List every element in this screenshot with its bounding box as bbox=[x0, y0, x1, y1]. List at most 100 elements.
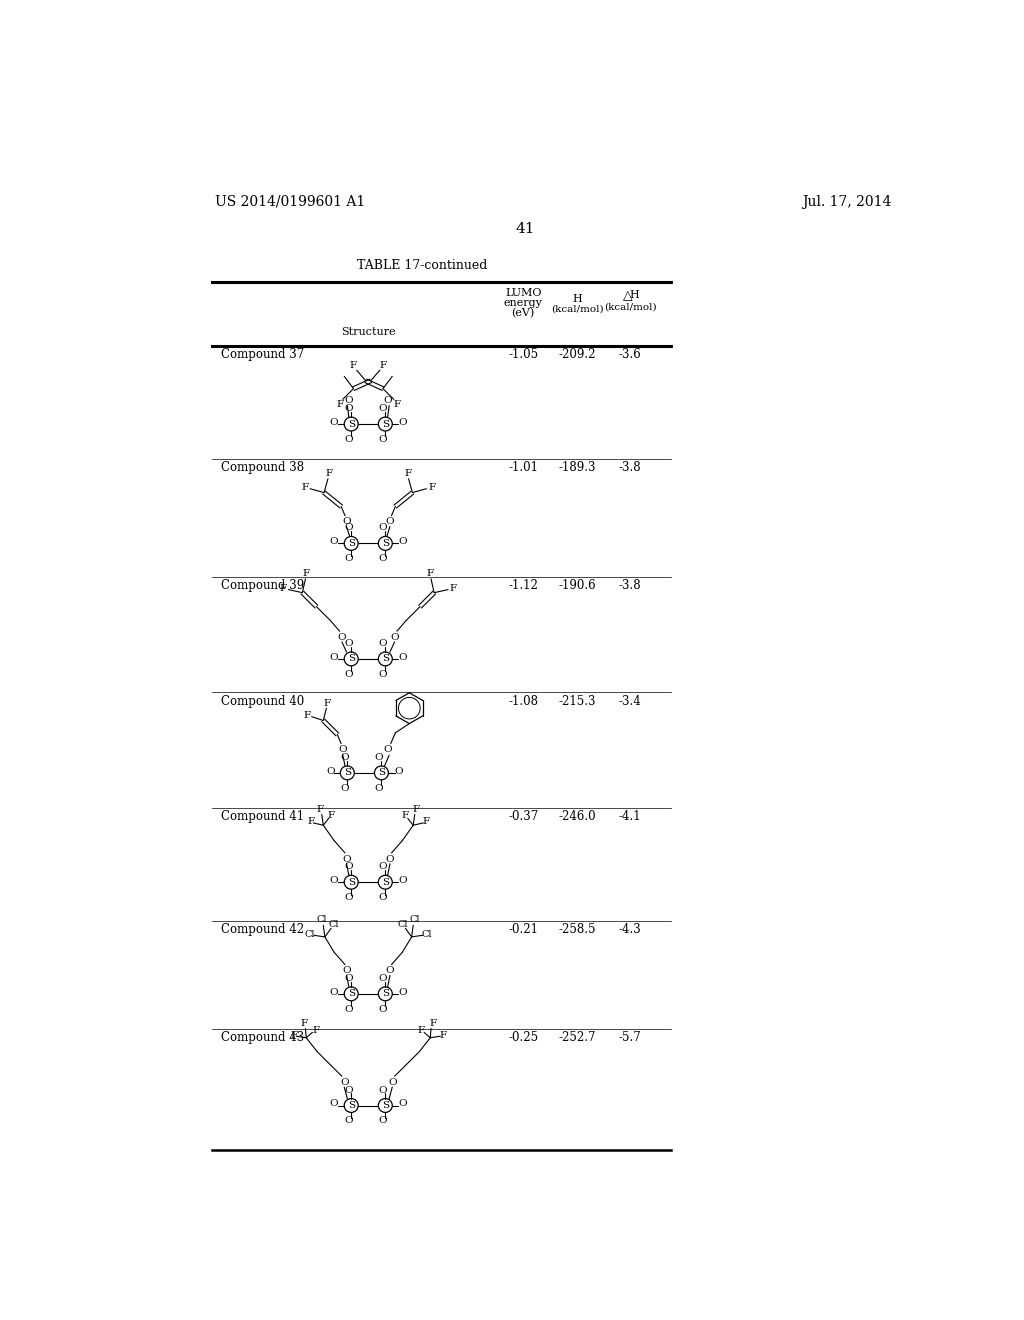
Text: -190.6: -190.6 bbox=[559, 579, 596, 593]
Text: O: O bbox=[342, 854, 351, 863]
Text: F: F bbox=[439, 1031, 446, 1040]
Text: F: F bbox=[301, 483, 308, 492]
Text: O: O bbox=[344, 396, 353, 405]
Text: O: O bbox=[344, 862, 353, 871]
Text: Cl: Cl bbox=[422, 931, 432, 939]
Text: Jul. 17, 2014: Jul. 17, 2014 bbox=[802, 194, 892, 209]
Text: -4.1: -4.1 bbox=[618, 810, 641, 824]
Text: O: O bbox=[398, 1100, 407, 1109]
Text: O: O bbox=[344, 974, 353, 983]
Text: O: O bbox=[341, 784, 349, 793]
Text: LUMO: LUMO bbox=[505, 288, 542, 298]
Text: O: O bbox=[330, 876, 339, 886]
Text: S: S bbox=[382, 1101, 389, 1110]
Text: Compound 41: Compound 41 bbox=[221, 810, 304, 824]
Text: O: O bbox=[330, 987, 339, 997]
Text: F: F bbox=[280, 585, 287, 593]
Text: Compound 40: Compound 40 bbox=[221, 694, 304, 708]
Text: -3.8: -3.8 bbox=[618, 579, 641, 593]
Text: F: F bbox=[336, 400, 343, 408]
Text: -5.7: -5.7 bbox=[618, 1031, 642, 1044]
Text: O: O bbox=[344, 669, 353, 678]
Text: S: S bbox=[347, 655, 354, 664]
Text: Compound 39: Compound 39 bbox=[221, 579, 304, 593]
Text: -209.2: -209.2 bbox=[559, 348, 596, 362]
Text: (eV): (eV) bbox=[512, 308, 535, 318]
Text: O: O bbox=[383, 746, 392, 754]
Text: O: O bbox=[398, 537, 407, 546]
Text: Cl: Cl bbox=[329, 920, 339, 929]
Text: O: O bbox=[344, 1085, 353, 1094]
Text: -1.12: -1.12 bbox=[508, 579, 539, 593]
Text: O: O bbox=[379, 1085, 387, 1094]
Text: O: O bbox=[375, 784, 383, 793]
Text: O: O bbox=[379, 1117, 387, 1126]
Text: S: S bbox=[382, 878, 389, 887]
Text: O: O bbox=[330, 537, 339, 546]
Text: O: O bbox=[344, 639, 353, 648]
Text: -3.8: -3.8 bbox=[618, 462, 641, 474]
Text: F: F bbox=[422, 817, 429, 826]
Text: F: F bbox=[324, 700, 331, 708]
Text: 41: 41 bbox=[515, 222, 535, 235]
Text: O: O bbox=[390, 632, 399, 642]
Text: O: O bbox=[342, 966, 351, 975]
Text: Compound 42: Compound 42 bbox=[221, 924, 304, 936]
Text: O: O bbox=[379, 436, 387, 444]
Text: F: F bbox=[413, 805, 420, 814]
Text: S: S bbox=[347, 1101, 354, 1110]
Text: O: O bbox=[379, 862, 387, 871]
Text: O: O bbox=[386, 854, 394, 863]
Text: F: F bbox=[428, 483, 435, 492]
Text: S: S bbox=[378, 768, 385, 777]
Text: F: F bbox=[303, 711, 310, 721]
Text: S: S bbox=[382, 990, 389, 998]
Text: (kcal/mol): (kcal/mol) bbox=[551, 304, 604, 313]
Text: S: S bbox=[382, 539, 389, 548]
Text: O: O bbox=[330, 653, 339, 661]
Text: F: F bbox=[290, 1031, 297, 1040]
Text: -1.01: -1.01 bbox=[508, 462, 539, 474]
Text: O: O bbox=[383, 396, 392, 405]
Text: Cl: Cl bbox=[304, 931, 314, 939]
Text: O: O bbox=[342, 517, 351, 527]
Text: O: O bbox=[379, 894, 387, 902]
Text: -0.21: -0.21 bbox=[508, 924, 539, 936]
Text: O: O bbox=[398, 876, 407, 886]
Text: O: O bbox=[341, 752, 349, 762]
Text: O: O bbox=[344, 554, 353, 564]
Text: -189.3: -189.3 bbox=[559, 462, 596, 474]
Text: O: O bbox=[379, 524, 387, 532]
Text: F: F bbox=[450, 585, 457, 593]
Text: O: O bbox=[344, 1117, 353, 1126]
Text: -1.05: -1.05 bbox=[508, 348, 539, 362]
Text: F: F bbox=[328, 812, 335, 821]
Text: -4.3: -4.3 bbox=[618, 924, 642, 936]
Text: F: F bbox=[380, 362, 386, 370]
Text: F: F bbox=[429, 1019, 436, 1028]
Text: F: F bbox=[427, 569, 434, 578]
Text: F: F bbox=[303, 569, 310, 578]
Text: F: F bbox=[307, 817, 314, 826]
Text: H: H bbox=[629, 290, 639, 301]
Text: (kcal/mol): (kcal/mol) bbox=[604, 302, 656, 312]
Text: O: O bbox=[344, 524, 353, 532]
Text: -258.5: -258.5 bbox=[559, 924, 596, 936]
Text: O: O bbox=[398, 653, 407, 661]
Text: O: O bbox=[388, 1078, 396, 1086]
Text: F: F bbox=[312, 1026, 319, 1035]
Text: Compound 43: Compound 43 bbox=[221, 1031, 304, 1044]
Text: O: O bbox=[386, 517, 394, 527]
Text: O: O bbox=[386, 966, 394, 975]
Text: US 2014/0199601 A1: US 2014/0199601 A1 bbox=[215, 194, 365, 209]
Text: O: O bbox=[379, 554, 387, 564]
Text: O: O bbox=[330, 1100, 339, 1109]
Text: F: F bbox=[404, 469, 412, 478]
Text: H: H bbox=[572, 293, 583, 304]
Text: Compound 37: Compound 37 bbox=[221, 348, 304, 362]
Text: -0.37: -0.37 bbox=[508, 810, 539, 824]
Text: F: F bbox=[326, 469, 332, 478]
Text: Structure: Structure bbox=[341, 326, 395, 337]
Text: O: O bbox=[379, 669, 387, 678]
Text: -3.6: -3.6 bbox=[618, 348, 642, 362]
